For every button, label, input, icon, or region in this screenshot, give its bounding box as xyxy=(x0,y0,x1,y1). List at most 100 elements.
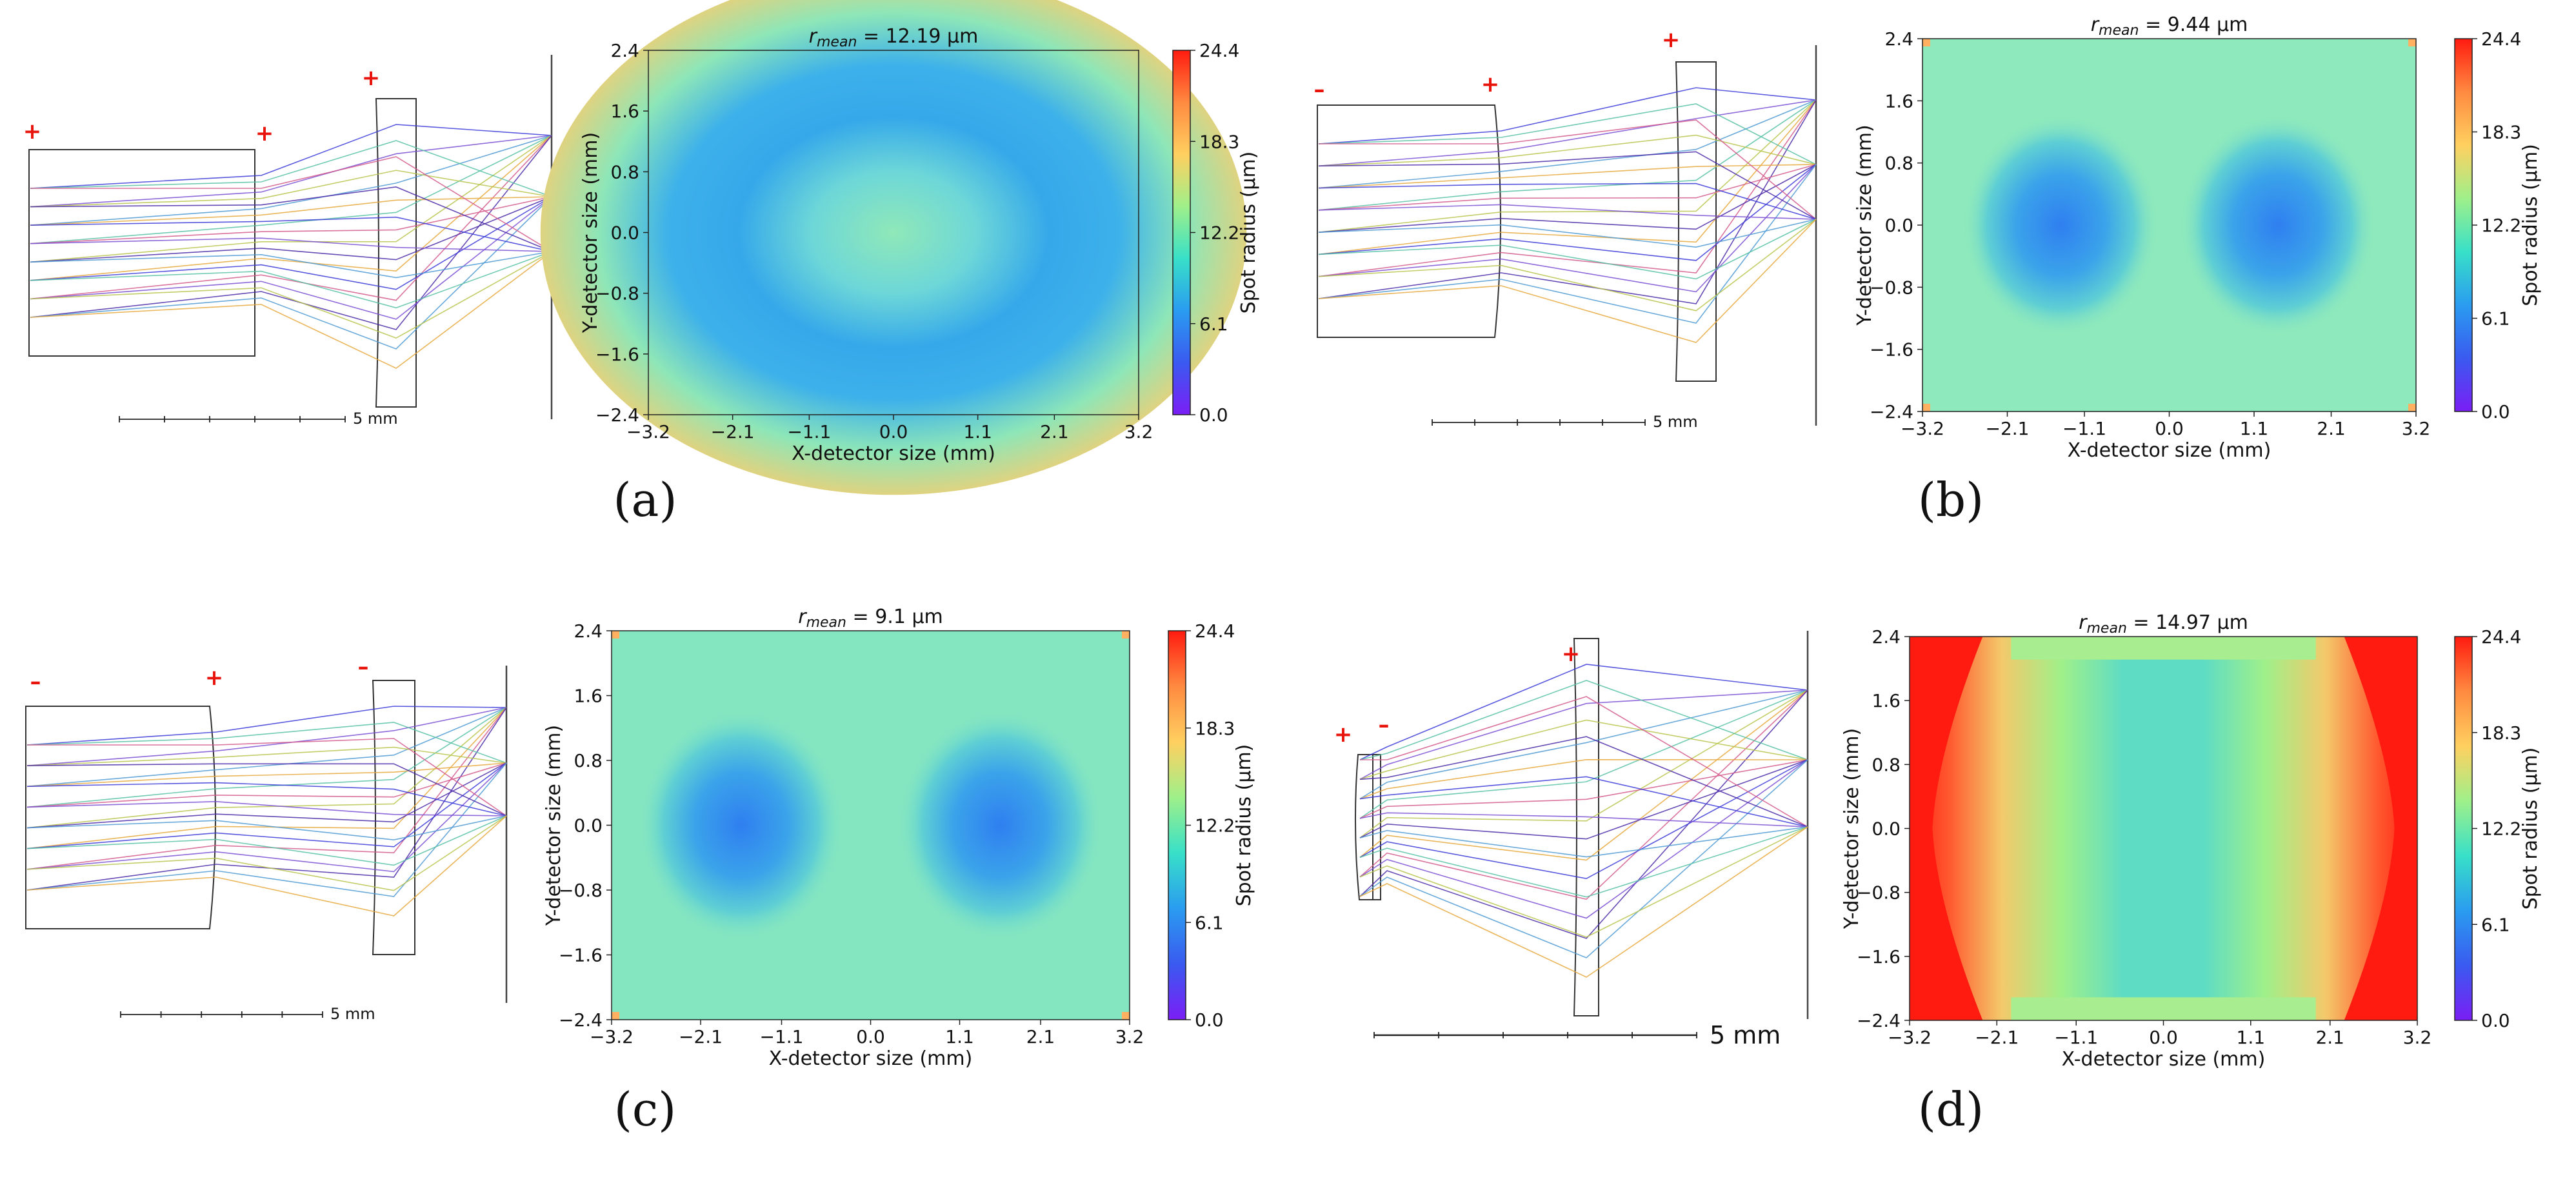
y-tick-label: 1.6 xyxy=(610,101,639,122)
lens-power-sign: + xyxy=(1662,27,1681,53)
colorbar-scale xyxy=(2454,636,2473,1021)
lens-element-field xyxy=(1573,638,1599,1016)
ray-path xyxy=(1318,99,1817,255)
x-tick-label: −2.1 xyxy=(1975,1027,2019,1048)
ray-path xyxy=(1359,776,1808,827)
colorbar-tick-label: 6.1 xyxy=(2481,914,2510,935)
colorbar-scale xyxy=(1168,630,1186,1020)
colorbar-tick-label: 24.4 xyxy=(2481,28,2521,50)
colorbar: 24.4 18.3 12.2 6.1 0.0 Spot radius (µm) xyxy=(2454,28,2542,422)
lens-element-1 xyxy=(1317,104,1501,338)
x-tick-label: 1.1 xyxy=(2237,1027,2266,1048)
x-tick-label: 0.0 xyxy=(879,421,908,442)
y-tick-label: −2.4 xyxy=(1870,401,1913,422)
colorbar-tick-label: 6.1 xyxy=(2481,308,2510,330)
y-tick-label: 0.8 xyxy=(574,750,603,771)
map-title-value: = 12.19 µm xyxy=(857,25,978,48)
ray-path xyxy=(1318,99,1817,211)
ray-path xyxy=(26,762,507,873)
map-title-symbol: r xyxy=(809,25,818,48)
ray-path xyxy=(1318,164,1817,293)
ray-path xyxy=(30,135,552,244)
colorbar-tick-label: 18.3 xyxy=(1199,131,1239,152)
ray-path xyxy=(30,135,552,330)
ray-path xyxy=(1318,219,1817,343)
ray-path xyxy=(30,251,552,369)
x-tick-label: −3.2 xyxy=(626,421,670,442)
map-title-symbol: r xyxy=(798,606,807,628)
lens-element-field xyxy=(375,98,417,408)
optical-system-diagram: + + +5 mm xyxy=(23,55,553,428)
ray-path xyxy=(26,763,507,817)
y-tick-label: −2.4 xyxy=(559,1009,603,1031)
y-tick-label: 0.0 xyxy=(610,223,639,244)
colorbar-label: Spot radius (µm) xyxy=(2519,748,2542,910)
x-tick-label: 1.1 xyxy=(963,421,992,442)
colorbar-tick-label: 12.2 xyxy=(1195,815,1235,837)
y-tick-label: 1.6 xyxy=(1872,690,1901,711)
x-tick-label: 0.0 xyxy=(2149,1027,2178,1048)
y-tick-label: −2.4 xyxy=(595,404,639,426)
map-title-value: = 9.1 µm xyxy=(846,606,943,628)
map-title-subscript: mean xyxy=(2087,620,2127,637)
colorbar-tick-label: 0.0 xyxy=(1195,1009,1224,1031)
ray-path xyxy=(1318,183,1817,220)
ray-path xyxy=(30,186,552,252)
ray-path xyxy=(26,722,507,764)
ray-path xyxy=(26,762,507,808)
ray-path xyxy=(1318,164,1817,211)
lens-element-field xyxy=(1675,61,1717,382)
ray-path xyxy=(26,815,507,891)
scale-bar-label: 5 mm xyxy=(1653,413,1698,431)
colorbar-tick-label: 0.0 xyxy=(2481,1010,2510,1031)
y-axis-label: Y-detector size (mm) xyxy=(1853,124,1876,326)
colorbar-tick-label: 24.4 xyxy=(2481,626,2521,648)
lens-power-sign: + xyxy=(1481,72,1500,97)
ray-path xyxy=(30,156,552,252)
ray-path xyxy=(1359,689,1808,780)
ray-path xyxy=(26,762,507,849)
ray-path xyxy=(1318,164,1817,261)
y-tick-label: −1.6 xyxy=(1857,946,1901,967)
colorbar-label: Spot radius (µm) xyxy=(2519,144,2542,306)
x-tick-label: −2.1 xyxy=(711,421,755,442)
colorbar-tick-label: 18.3 xyxy=(2481,122,2521,143)
ray-path xyxy=(30,135,552,263)
x-tick-label: −3.2 xyxy=(1888,1027,1932,1048)
ray-path xyxy=(1359,689,1808,939)
ray-path xyxy=(1359,759,1808,919)
colorbar: 24.4 18.3 12.2 6.1 0.0 Spot radius (µm) xyxy=(1172,40,1260,426)
ray-path xyxy=(1359,689,1808,838)
map-corner xyxy=(1922,39,1930,46)
map-title-subscript: mean xyxy=(2099,23,2139,39)
ray-path xyxy=(26,815,507,916)
map-title-subscript: mean xyxy=(806,615,846,631)
colorbar-tick-label: 6.1 xyxy=(1195,912,1224,933)
ray-path xyxy=(30,124,552,189)
ray-path xyxy=(1318,219,1817,248)
x-tick-label: 3.2 xyxy=(2402,418,2431,439)
ray-path xyxy=(1318,151,1817,220)
y-tick-label: −1.6 xyxy=(559,945,603,966)
y-tick-label: 1.6 xyxy=(1884,90,1913,112)
ray-path xyxy=(1359,759,1808,840)
ray-path xyxy=(1318,134,1817,167)
y-axis-label: Y-detector size (mm) xyxy=(1841,728,1863,929)
ray-path xyxy=(30,170,552,208)
ray-path xyxy=(1318,164,1817,233)
ray-path xyxy=(1359,759,1808,879)
map-low-spot-lobe xyxy=(2179,113,2377,337)
map-top-band xyxy=(2011,637,2316,660)
panel-c: – + – 5 mm rmean = 9.1 µm −3.2 −2.1 −1.1 0.0 1.1 2… xyxy=(25,606,1255,1136)
ray-path xyxy=(1318,219,1817,280)
panel-b: – + +5 mm rmean = 9.44 µm −3.2 −2.1 −1.1 0.0 1.1… xyxy=(1314,14,2542,527)
colorbar-tick-label: 12.2 xyxy=(1199,223,1239,244)
ray-path xyxy=(30,196,552,226)
map-title: rmean = 12.19 µm xyxy=(809,25,979,50)
map-red-edge-right xyxy=(2344,637,2417,1020)
ray-path xyxy=(26,707,507,788)
lens-power-sign: – xyxy=(358,654,369,680)
map-corner xyxy=(2408,39,2416,46)
ray-path xyxy=(30,196,552,320)
lens-power-sign: + xyxy=(1334,722,1353,748)
